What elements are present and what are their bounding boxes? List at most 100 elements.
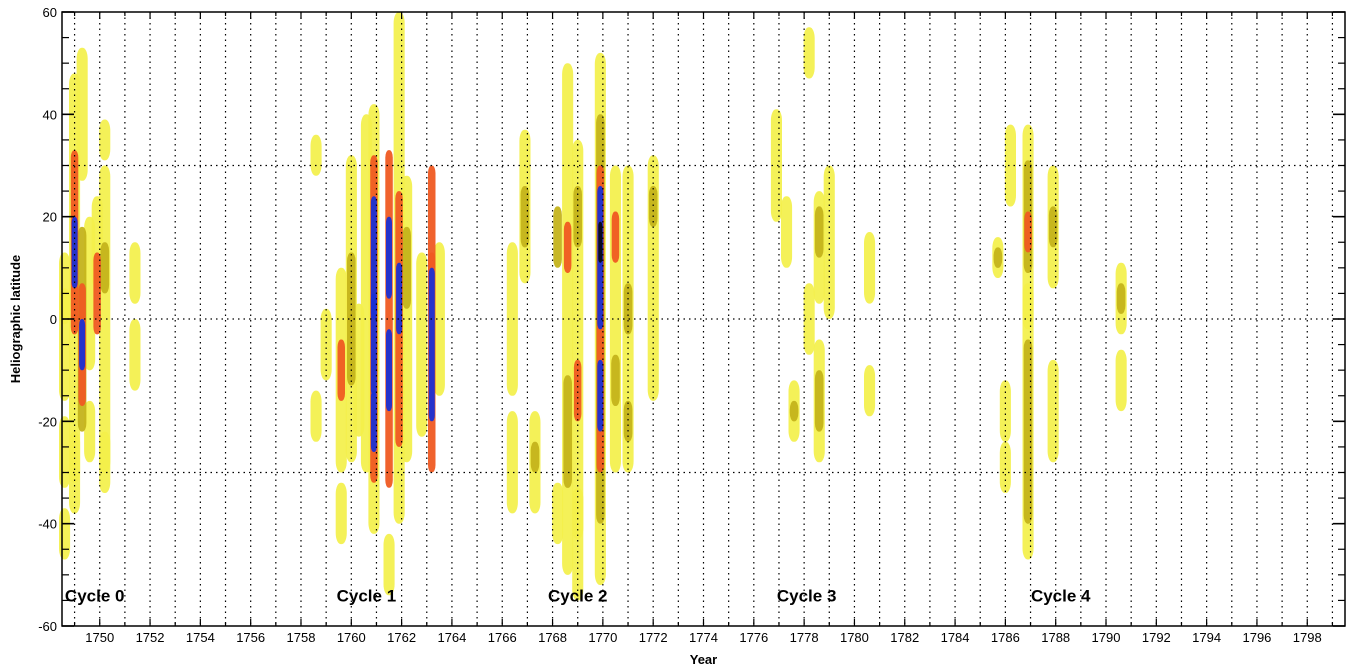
x-tick-label: 1784 [941, 630, 970, 645]
heatmap-spot [310, 390, 322, 442]
heatmap-spot [530, 441, 540, 473]
y-tick-label: 60 [43, 5, 57, 20]
heatmap-spot [563, 375, 572, 488]
heatmap-spot [598, 221, 603, 263]
heatmap-spot [396, 262, 403, 335]
cycle-label: Cycle 3 [777, 586, 837, 605]
y-tick-label: -40 [38, 517, 57, 532]
heatmap-spot [386, 216, 392, 299]
x-tick-label: 1750 [85, 630, 114, 645]
x-tick-label: 1754 [186, 630, 215, 645]
heatmap-spot [1024, 211, 1032, 253]
heatmap-spot [337, 339, 345, 401]
heatmap-spots [59, 12, 1127, 601]
x-tick-label: 1762 [387, 630, 416, 645]
heatmap-spot [370, 196, 377, 319]
x-tick-label: 1780 [840, 630, 869, 645]
heatmap-spot [370, 390, 377, 452]
heatmap-spot [84, 400, 96, 463]
heatmap-spot [71, 216, 78, 289]
x-tick-label: 1774 [689, 630, 718, 645]
y-tick-label: 0 [50, 312, 57, 327]
heatmap-spot [335, 482, 347, 545]
heatmap-spot [433, 242, 445, 396]
heatmap-spot [99, 431, 111, 493]
heatmap-spot [803, 27, 815, 79]
x-tick-label: 1770 [588, 630, 617, 645]
heatmap-spot [573, 359, 582, 422]
heatmap-spot [59, 508, 71, 560]
y-tick-label: 20 [43, 210, 57, 225]
heatmap-spot [506, 242, 518, 396]
heatmap-spot [385, 150, 393, 488]
x-tick-label: 1782 [890, 630, 919, 645]
heatmap-spot [402, 226, 411, 309]
heatmap-spot [823, 165, 835, 319]
x-tick-label: 1788 [1041, 630, 1070, 645]
heatmap-spot [803, 283, 815, 355]
heatmap-spot [1004, 124, 1016, 207]
cycle-labels: Cycle 0 Cycle 1 Cycle 2 Cycle 3 Cycle 4 [65, 586, 1091, 605]
heatmap-spot [999, 441, 1011, 493]
heatmap-spot [1047, 359, 1059, 463]
heatmap-spot [563, 221, 572, 273]
heatmap-spot [1116, 283, 1126, 314]
tick-labels: 1750 1752 1754 1756 1758 1760 1762 1764 1766 1768… [38, 5, 1322, 645]
heatmap-spot [623, 400, 633, 442]
x-tick-label: 1792 [1142, 630, 1171, 645]
x-tick-label: 1778 [790, 630, 819, 645]
cycle-label: Cycle 2 [548, 586, 608, 605]
cycle-label: Cycle 4 [1031, 586, 1091, 605]
heatmap-spot [69, 431, 81, 514]
heatmap-spot [1115, 349, 1127, 412]
heatmap-spot [623, 283, 633, 335]
heatmap-spot [552, 482, 564, 545]
heatmap-spot [383, 533, 395, 596]
x-tick-label: 1790 [1092, 630, 1121, 645]
x-tick-label: 1768 [538, 630, 567, 645]
heatmap-spot [310, 134, 322, 176]
cycle-label: Cycle 1 [337, 586, 397, 605]
heatmap-spot [129, 319, 141, 391]
y-tick-label: -20 [38, 414, 57, 429]
heatmap-spot [59, 416, 71, 488]
heatmap-spot [1023, 339, 1033, 524]
heatmap-spot [506, 411, 518, 514]
x-axis-label: Year [690, 652, 717, 667]
heatmap-spot [553, 206, 562, 268]
heatmap-spot [864, 232, 876, 304]
x-tick-label: 1766 [488, 630, 517, 645]
heatmap-spot [993, 247, 1003, 268]
heatmap-spot [648, 186, 658, 227]
y-axis-label: Heliographic latitude [8, 255, 23, 384]
heatmap-spot [99, 119, 111, 161]
heatmap-spot [416, 252, 428, 437]
heatmap-spot [611, 211, 620, 263]
heatmap-spot [79, 319, 86, 371]
heatmap-spot [999, 380, 1011, 442]
y-tick-label: -60 [38, 619, 57, 634]
heatmap-spot [100, 242, 110, 294]
x-tick-label: 1760 [337, 630, 366, 645]
heatmap-spot [129, 242, 141, 304]
x-tick-label: 1776 [739, 630, 768, 645]
cycle-label: Cycle 0 [65, 586, 125, 605]
heatmap-spot [99, 165, 111, 473]
plot-frame [61, 11, 1346, 627]
axis-ticks [62, 11, 1345, 627]
x-tick-label: 1786 [991, 630, 1020, 645]
x-tick-label: 1796 [1242, 630, 1271, 645]
heatmap-spot [814, 370, 824, 432]
grid-lines [62, 12, 1345, 626]
heatmap-spot [864, 365, 876, 417]
x-tick-label: 1772 [639, 630, 668, 645]
heatmap-spot [611, 354, 620, 406]
x-tick-label: 1798 [1293, 630, 1322, 645]
x-tick-label: 1756 [236, 630, 265, 645]
x-tick-label: 1752 [136, 630, 165, 645]
x-tick-label: 1794 [1192, 630, 1221, 645]
y-tick-label: 40 [43, 107, 57, 122]
heatmap-spot [386, 329, 392, 412]
heatmap-spot [347, 252, 356, 386]
